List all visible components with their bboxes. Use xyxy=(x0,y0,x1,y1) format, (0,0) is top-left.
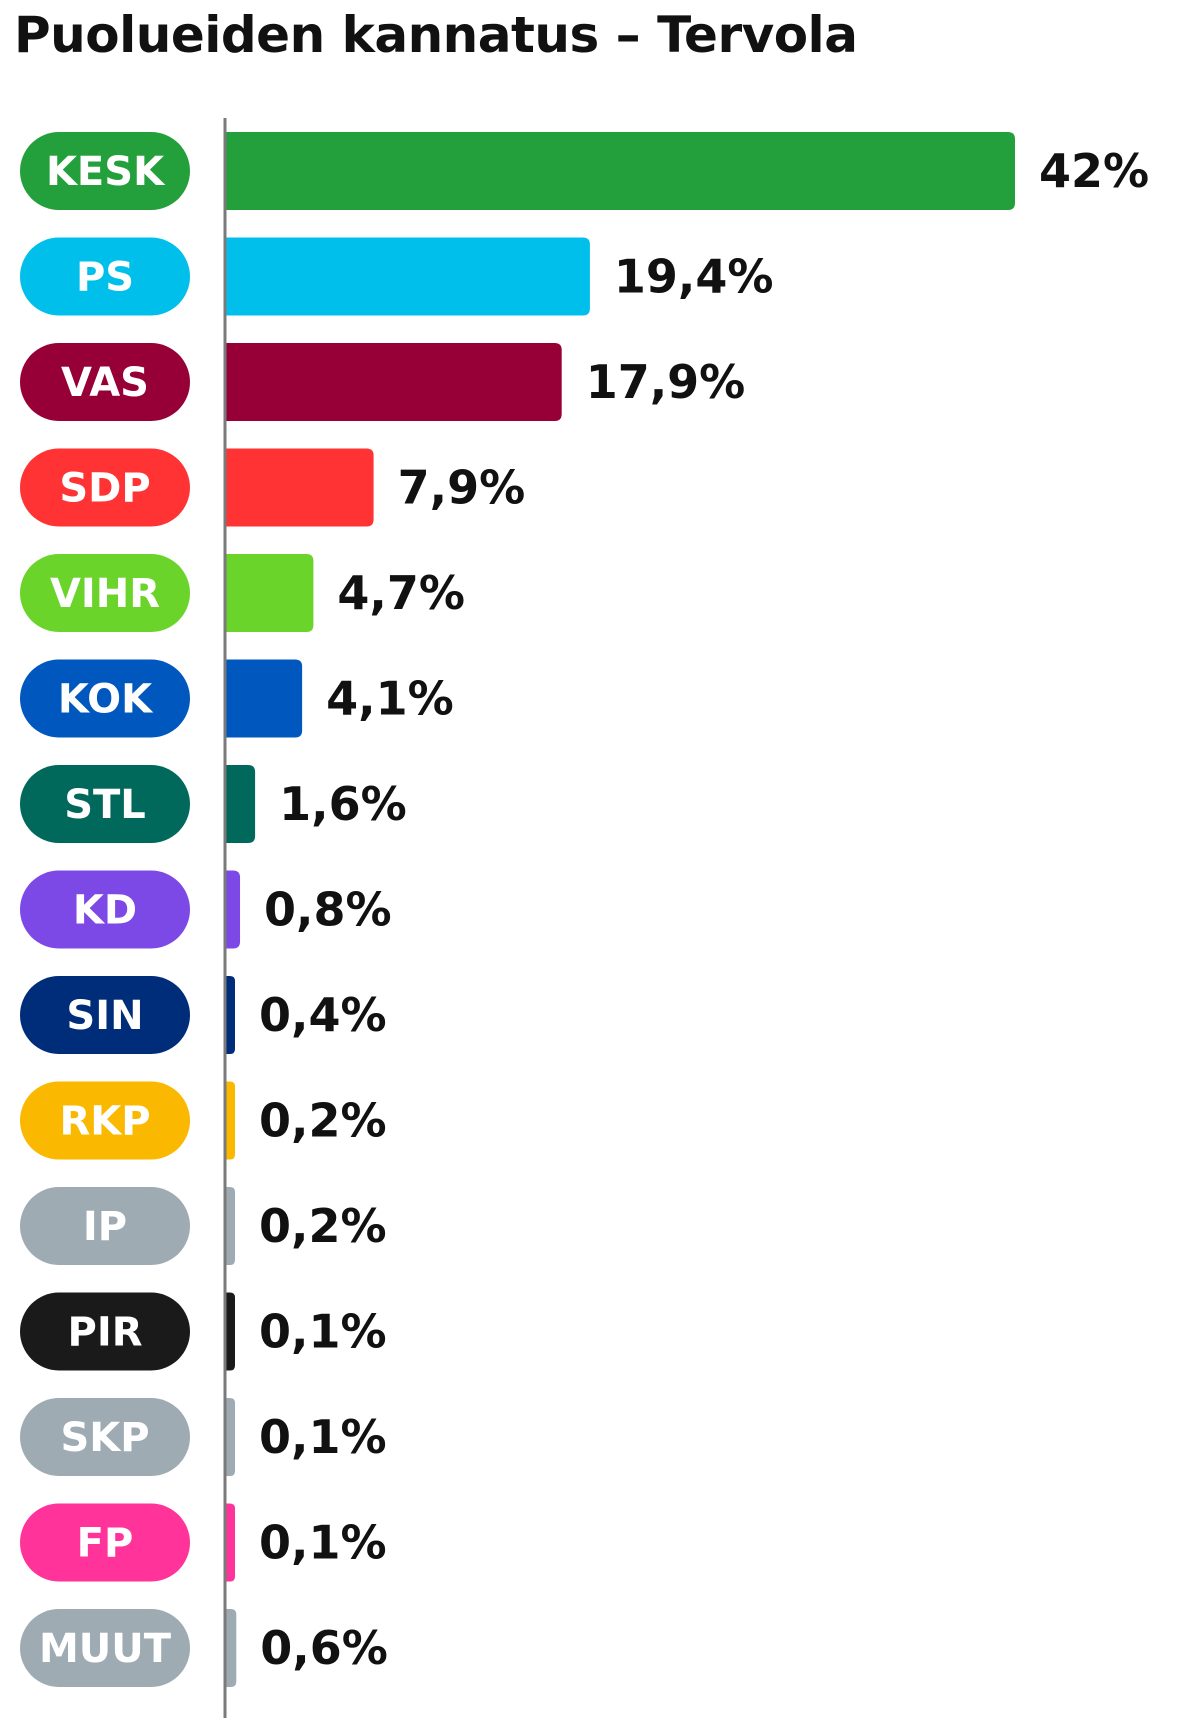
bar-stl xyxy=(225,765,256,843)
value-label-kesk: 42% xyxy=(1039,144,1149,198)
value-label-ip: 0,2% xyxy=(259,1199,387,1253)
party-pill-pir xyxy=(20,1292,190,1371)
party-label-sdp: SDP xyxy=(59,466,150,512)
bar-pir xyxy=(225,1292,235,1371)
party-label-pir: PIR xyxy=(68,1310,143,1356)
value-label-muut: 0,6% xyxy=(260,1621,388,1675)
party-pill-kok xyxy=(20,659,190,738)
bar-fp xyxy=(225,1503,235,1582)
party-pill-kd xyxy=(20,870,190,949)
bar-rkp xyxy=(225,1081,235,1160)
party-pill-skp xyxy=(20,1398,190,1476)
party-pill-vas xyxy=(20,343,190,421)
bar-kok xyxy=(225,659,303,738)
value-label-pir: 0,1% xyxy=(259,1305,387,1359)
party-pill-sin xyxy=(20,976,190,1054)
party-label-muut: MUUT xyxy=(39,1626,172,1672)
bar-ip xyxy=(225,1187,235,1265)
value-label-skp: 0,1% xyxy=(259,1410,387,1464)
value-label-sin: 0,4% xyxy=(259,988,387,1042)
bar-sin xyxy=(225,976,235,1054)
party-pill-ip xyxy=(20,1187,190,1265)
party-pill-sdp xyxy=(20,448,190,527)
bar-sdp xyxy=(225,448,374,527)
party-label-vas: VAS xyxy=(61,360,149,406)
party-label-kesk: KESK xyxy=(46,149,166,195)
party-pill-fp xyxy=(20,1503,190,1582)
party-label-fp: FP xyxy=(77,1521,134,1567)
party-pill-ps xyxy=(20,237,190,316)
party-label-sin: SIN xyxy=(66,993,143,1039)
value-label-rkp: 0,2% xyxy=(259,1094,387,1148)
value-label-kok: 4,1% xyxy=(326,672,454,726)
party-label-rkp: RKP xyxy=(59,1099,150,1145)
party-label-ps: PS xyxy=(76,255,134,301)
party-pill-vihr xyxy=(20,554,190,632)
bar-vas xyxy=(225,343,562,421)
value-label-kd: 0,8% xyxy=(264,883,392,937)
bar-skp xyxy=(225,1398,235,1476)
value-label-fp: 0,1% xyxy=(259,1516,387,1570)
party-label-kd: KD xyxy=(73,888,137,934)
party-label-ip: IP xyxy=(83,1204,127,1250)
party-pill-stl xyxy=(20,765,190,843)
value-label-vas: 17,9% xyxy=(586,355,746,409)
bar-kd xyxy=(225,870,241,949)
party-label-skp: SKP xyxy=(60,1415,149,1461)
value-label-ps: 19,4% xyxy=(614,250,774,304)
bar-ps xyxy=(225,237,590,316)
party-label-kok: KOK xyxy=(58,677,154,723)
value-label-stl: 1,6% xyxy=(279,777,407,831)
bar-vihr xyxy=(225,554,314,632)
party-pill-kesk xyxy=(20,132,190,210)
party-pill-muut xyxy=(20,1609,190,1687)
party-label-stl: STL xyxy=(64,782,146,828)
value-label-vihr: 4,7% xyxy=(337,566,465,620)
bar-muut xyxy=(225,1609,237,1687)
bar-kesk xyxy=(225,132,1015,210)
chart-title: Puolueiden kannatus – Tervola xyxy=(14,6,858,64)
value-label-sdp: 7,9% xyxy=(398,461,526,515)
party-label-vihr: VIHR xyxy=(50,571,160,617)
party-pill-rkp xyxy=(20,1081,190,1160)
